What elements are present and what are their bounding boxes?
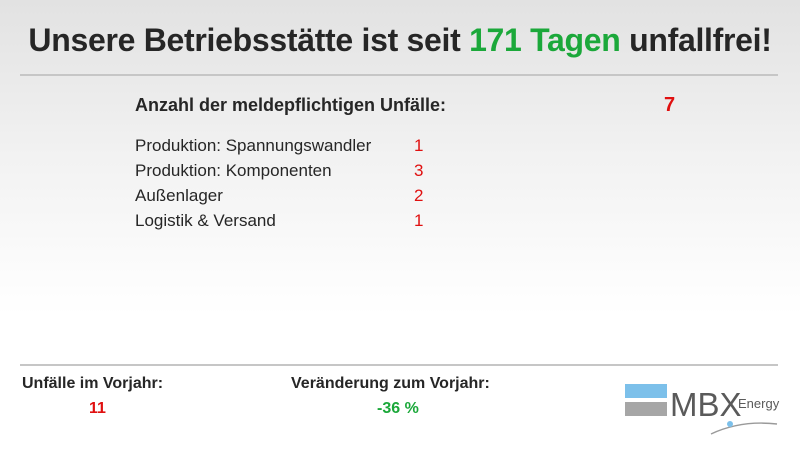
logo-wordmark: MBX <box>670 386 742 423</box>
headline-prefix: Unsere Betriebsstätte ist seit <box>28 22 470 58</box>
location-label: Außenlager <box>135 186 223 205</box>
logo-dot <box>727 421 733 427</box>
change-value: -36 % <box>377 400 419 417</box>
total-accidents-value: 7 <box>664 94 676 116</box>
top-divider <box>20 74 778 76</box>
location-label: Logistik & Versand <box>135 211 276 230</box>
previous-year-label: Unfälle im Vorjahr: <box>22 375 164 392</box>
page-title: Unsere Betriebsstätte ist seit 171 Tagen… <box>0 22 800 59</box>
list-item: Logistik & Versand 1 <box>135 211 455 236</box>
total-accidents-label: Anzahl der meldepflichtigen Unfälle: <box>135 95 447 115</box>
location-label: Produktion: Spannungswandler <box>135 136 372 155</box>
days-count: 171 Tagen <box>469 22 621 58</box>
list-item: Produktion: Spannungswandler 1 <box>135 136 455 161</box>
list-item: Außenlager 2 <box>135 186 455 211</box>
logo-gray-bar <box>625 402 667 416</box>
list-item: Produktion: Komponenten 3 <box>135 161 455 186</box>
headline-suffix: unfallfrei! <box>620 22 772 58</box>
accident-breakdown-list: Produktion: Spannungswandler 1 Produktio… <box>135 136 455 236</box>
location-count: 3 <box>414 161 424 180</box>
change-label: Veränderung zum Vorjahr: <box>291 375 490 392</box>
bottom-divider <box>20 364 778 366</box>
location-count: 1 <box>414 136 424 155</box>
logo-subtext: Energy <box>738 396 780 411</box>
location-count: 2 <box>414 186 424 205</box>
mbx-energy-logo: MBX Energy <box>625 384 780 435</box>
location-label: Produktion: Komponenten <box>135 161 332 180</box>
previous-year-value: 11 <box>89 400 106 417</box>
logo-swoosh <box>710 422 778 435</box>
location-count: 1 <box>414 211 424 230</box>
logo-blue-bar <box>625 384 667 398</box>
